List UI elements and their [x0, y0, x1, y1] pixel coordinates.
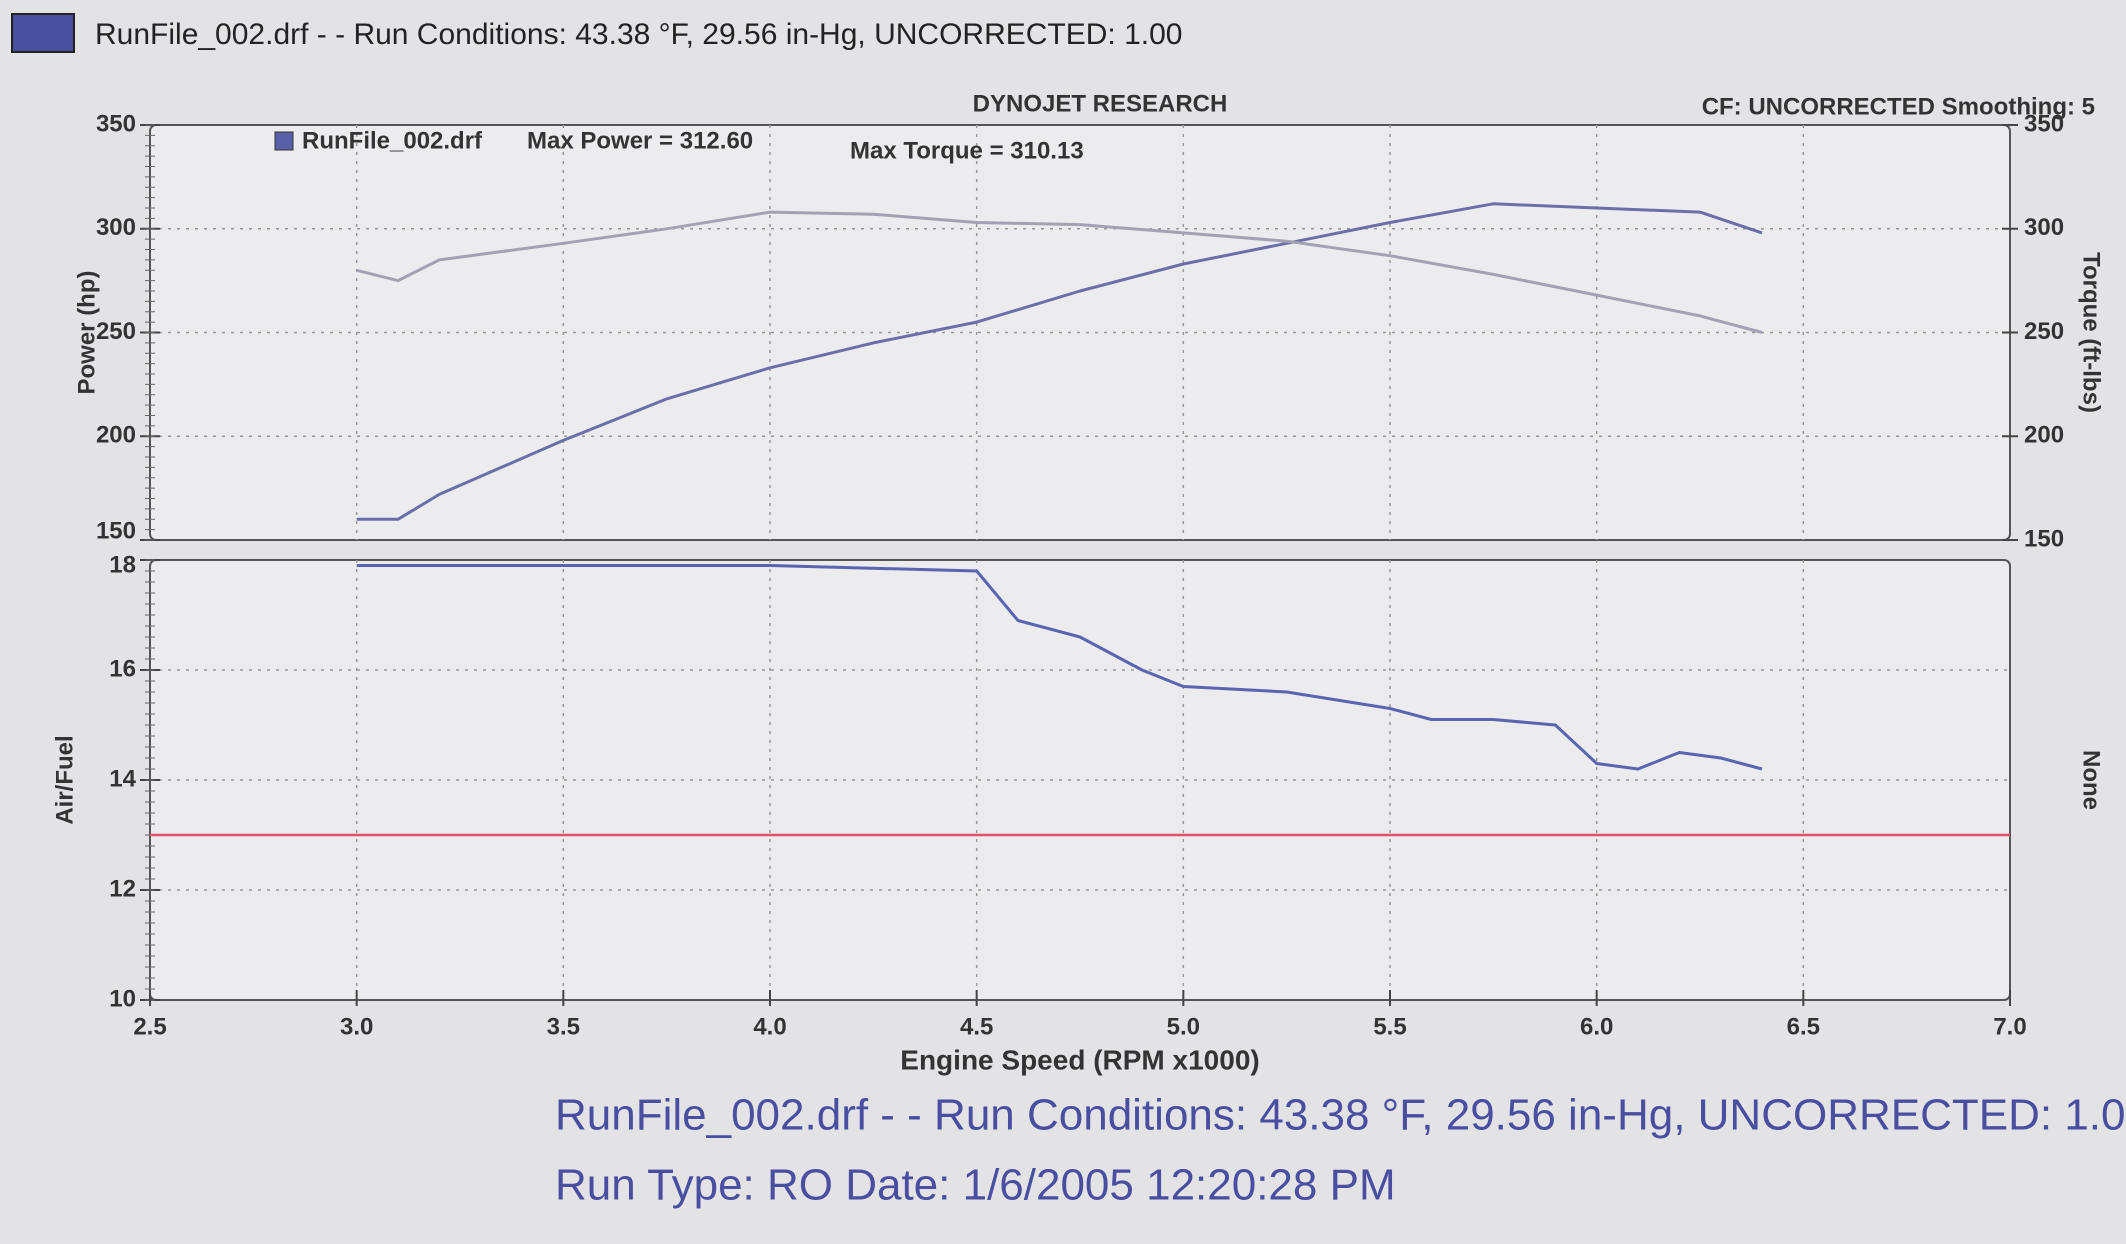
x-tick-label: 5.0: [1167, 1013, 1200, 1040]
y-tick-label: 16: [109, 655, 136, 682]
x-axis-label: Engine Speed (RPM x1000): [900, 1044, 1259, 1075]
x-tick-label: 4.5: [960, 1013, 993, 1040]
x-tick-label: 6.0: [1580, 1013, 1613, 1040]
x-tick-label: 7.0: [1993, 1013, 2026, 1040]
y-tick-label: 350: [96, 110, 136, 137]
window-icon: [11, 13, 75, 53]
y-tick-label: 300: [96, 214, 136, 241]
y-tick-label: 14: [109, 765, 136, 792]
y-tick-label: 200: [96, 422, 136, 449]
y-tick-label: 250: [96, 318, 136, 345]
y2-axis-label: None: [2078, 750, 2105, 810]
data-line: [356, 202, 1763, 521]
chart-title: DYNOJET RESEARCH: [973, 90, 1228, 117]
data-line: [356, 564, 1763, 771]
y-tick-label: 150: [96, 517, 136, 544]
x-tick-label: 3.5: [547, 1013, 580, 1040]
y2-tick-label: 300: [2024, 214, 2064, 241]
y-tick-label: 12: [109, 875, 136, 902]
y2-tick-label: 250: [2024, 318, 2064, 345]
y-tick-label: 18: [109, 551, 136, 578]
x-tick-label: 6.5: [1787, 1013, 1820, 1040]
y-tick-label: 10: [109, 985, 136, 1012]
x-tick-label: 2.5: [133, 1013, 166, 1040]
legend-entry: RunFile_002.drf: [302, 127, 483, 154]
x-tick-label: 5.5: [1373, 1013, 1406, 1040]
x-tick-label: 4.0: [753, 1013, 786, 1040]
y2-tick-label: 350: [2024, 110, 2064, 137]
data-line: [356, 210, 1763, 334]
footer-line: RunFile_002.drf - - Run Conditions: 43.3…: [555, 1091, 2126, 1140]
y2-tick-label: 200: [2024, 422, 2064, 449]
footer-line: Run Type: RO Date: 1/6/2005 12:20:28 PM: [555, 1161, 1396, 1210]
y2-axis-label: Torque (ft-lbs): [2078, 252, 2105, 413]
y-axis-label: Air/Fuel: [51, 735, 78, 824]
legend-swatch: [274, 131, 294, 151]
chart-subtitle: CF: UNCORRECTED Smoothing: 5: [1702, 93, 2095, 120]
x-tick-label: 3.0: [340, 1013, 373, 1040]
legend-entry: Max Torque = 310.13: [850, 137, 1084, 164]
legend-entry: Max Power = 312.60: [527, 127, 753, 154]
header-text: RunFile_002.drf - - Run Conditions: 43.3…: [95, 18, 1182, 51]
y-axis-label: Power (hp): [73, 271, 100, 395]
y2-tick-label: 150: [2024, 525, 2064, 552]
